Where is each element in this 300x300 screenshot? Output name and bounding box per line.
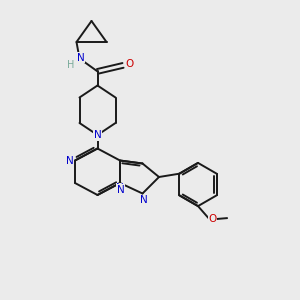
Text: O: O xyxy=(208,214,217,224)
Text: N: N xyxy=(140,195,148,205)
Text: N: N xyxy=(116,183,124,194)
Text: N: N xyxy=(77,52,85,63)
Text: H: H xyxy=(67,60,74,70)
Text: O: O xyxy=(125,59,134,70)
Text: N: N xyxy=(117,184,124,195)
Text: N: N xyxy=(66,155,74,166)
Text: N: N xyxy=(94,130,101,140)
